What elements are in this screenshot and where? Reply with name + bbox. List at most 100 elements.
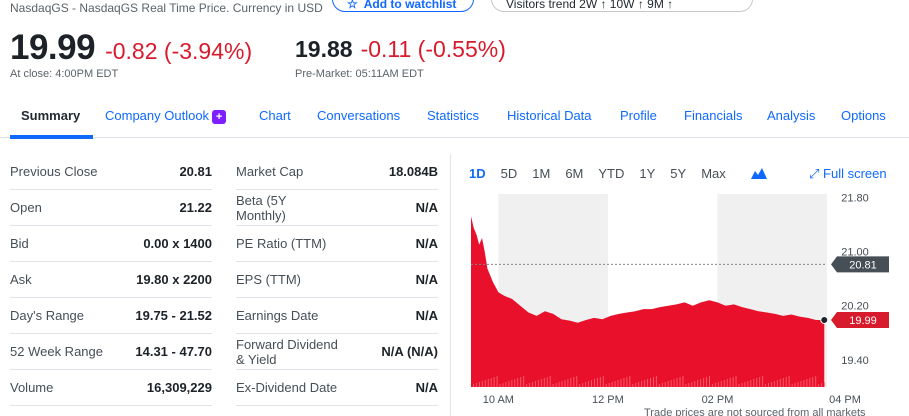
volume-bar	[691, 382, 693, 387]
volume-bar	[537, 380, 539, 387]
tab-chart[interactable]: Chart	[259, 108, 291, 123]
stat-value: N/A	[415, 380, 438, 395]
volume-bar	[685, 384, 687, 387]
stat-value: N/A	[415, 308, 438, 323]
volume-bar	[499, 384, 501, 387]
volume-bar	[782, 378, 784, 387]
volume-bar	[490, 378, 492, 387]
volume-bar	[517, 378, 519, 387]
volume-bar	[473, 384, 474, 387]
mountain-chart-icon[interactable]	[751, 166, 767, 180]
x-tick-label: 12 PM	[592, 394, 624, 406]
volume-bar	[493, 377, 495, 387]
volume-bar	[815, 376, 817, 387]
volume-bar	[638, 382, 640, 387]
volume-bar	[558, 382, 560, 387]
range-6m[interactable]: 6M	[565, 166, 584, 181]
price-area-series	[471, 216, 825, 387]
tab-profile[interactable]: Profile	[620, 108, 657, 123]
summary-stats-right: Market Cap 18.084B Beta (5Y Monthly) N/A P…	[236, 154, 438, 406]
volume-bar	[591, 380, 592, 387]
y-tick-label: 20.20	[841, 301, 869, 313]
volume-bar	[546, 377, 548, 387]
tab-statistics[interactable]: Statistics	[427, 108, 480, 123]
volume-bar	[573, 377, 575, 387]
expand-icon: ⤢	[809, 166, 820, 181]
volume-bar	[738, 384, 740, 387]
volume-bar	[673, 379, 675, 387]
range-max[interactable]: Max	[701, 166, 726, 181]
x-tick-label: 10 AM	[483, 394, 514, 406]
tab-financials[interactable]: Financials	[684, 108, 743, 123]
stat-label: Ask	[10, 272, 32, 287]
stat-row: 52 Week Range 14.31 - 47.70	[10, 334, 212, 370]
volume-bar	[502, 383, 504, 387]
price-change: -0.82 (-3.94%)	[105, 38, 253, 64]
current-price: 19.99	[10, 28, 96, 67]
volume-bar	[481, 381, 483, 387]
tab-historical-data[interactable]: Historical Data	[507, 108, 592, 123]
volume-bar	[596, 378, 598, 387]
volume-bar	[588, 381, 590, 387]
range-ytd[interactable]: YTD	[598, 166, 625, 181]
tab-conversations[interactable]: Conversations	[317, 108, 401, 123]
tab-options[interactable]: Options	[841, 108, 886, 123]
stat-label: Earnings Date	[236, 308, 319, 323]
volume-bar	[806, 379, 808, 387]
stat-row: Open 21.22	[10, 190, 212, 226]
stat-value: N/A	[415, 272, 438, 287]
range-1y[interactable]: 1Y	[639, 166, 656, 181]
tab-analysis[interactable]: Analysis	[767, 108, 816, 123]
stat-value: 20.81	[179, 164, 212, 179]
stat-label: Open	[10, 200, 42, 215]
volume-bar	[658, 384, 660, 387]
volume-bar	[700, 379, 702, 387]
stat-row: Earnings Date N/A	[236, 298, 438, 334]
volume-bar	[703, 378, 705, 387]
volume-bar	[514, 379, 516, 387]
volume-bar	[714, 383, 716, 387]
volume-bar	[593, 379, 595, 387]
volume-bar	[599, 377, 601, 387]
range-1m[interactable]: 1M	[532, 166, 551, 181]
stat-label: Forward Dividend & Yield	[236, 336, 338, 367]
volume-bar	[800, 381, 802, 387]
volume-bar	[608, 383, 610, 387]
tab-company-outlook[interactable]: Company Outlook +	[105, 108, 227, 124]
volume-bar	[791, 384, 793, 387]
volume-bar	[697, 380, 699, 387]
stat-value: 16,309,229	[146, 380, 212, 395]
active-tab-indicator	[10, 135, 93, 139]
stat-row: Volume 16,309,229	[10, 370, 212, 406]
volume-bar	[750, 380, 752, 387]
volume-bar	[655, 376, 657, 387]
range-1d[interactable]: 1D	[469, 166, 486, 181]
volume-bar	[585, 382, 587, 387]
volume-bar	[496, 376, 498, 387]
x-tick-label: 04 PM	[829, 394, 861, 406]
volume-bar	[818, 384, 820, 387]
stat-row: Day's Range 19.75 - 21.52	[10, 298, 212, 334]
last-price-label: 19.99	[849, 315, 877, 327]
volume-bar	[567, 379, 569, 387]
full-screen-button[interactable]: ⤢ Full screen	[809, 166, 887, 182]
add-to-watchlist-button[interactable]: ☆ Add to watchlist	[332, 0, 474, 12]
visitors-trend-button[interactable]: Visitors trend 2W ↑ 10W ↑ 9M ↑	[491, 0, 753, 12]
stat-value: N/A	[415, 236, 438, 251]
tab-summary[interactable]: Summary	[21, 108, 81, 123]
full-screen-label: Full screen	[823, 166, 887, 181]
range-5y[interactable]: 5Y	[670, 166, 687, 181]
volume-bar	[717, 382, 719, 387]
volume-bar	[582, 383, 584, 387]
volume-bar	[629, 376, 631, 387]
volume-bar	[505, 382, 507, 387]
price-row: 19.99 -0.82 (-3.94%)	[10, 28, 252, 68]
volume-bar	[576, 376, 578, 387]
stat-row: Ex-Dividend Date N/A	[236, 370, 438, 406]
volume-bar	[667, 381, 669, 387]
stat-row: Market Cap 18.084B	[236, 154, 438, 190]
volume-bar	[765, 384, 767, 387]
range-5d[interactable]: 5D	[500, 166, 518, 181]
intraday-chart[interactable]: 20.81 19.99 21.80 21.00 20.20 19.40 10 AM 12 PM…	[451, 154, 909, 416]
pre-market-row: 19.88 -0.11 (-0.55%)	[295, 36, 506, 63]
